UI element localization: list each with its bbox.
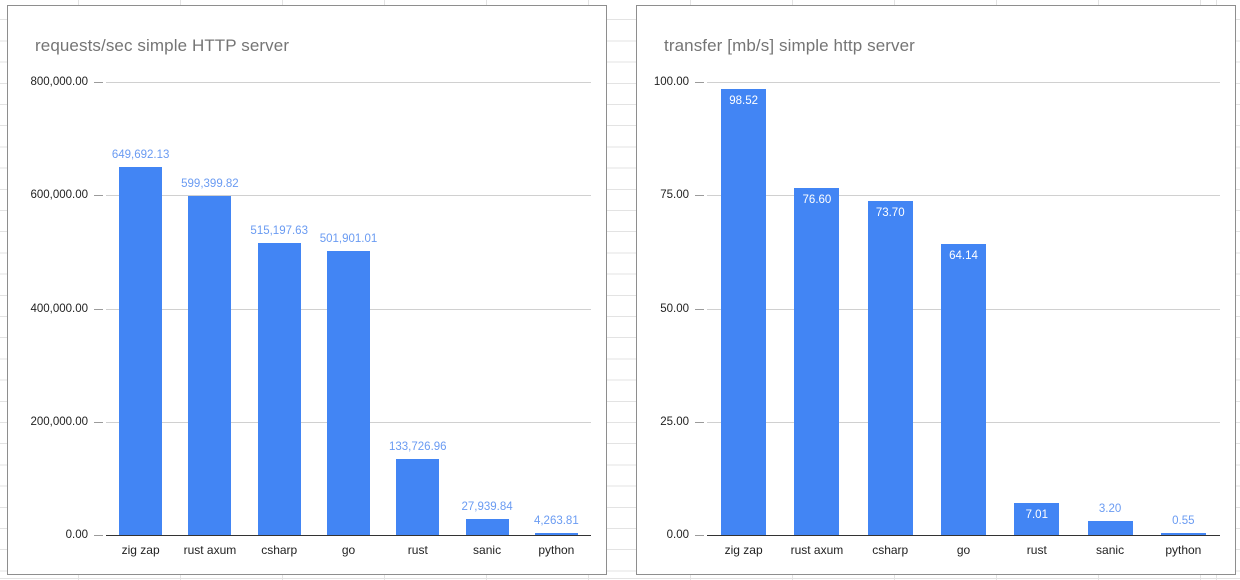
y-tick-mark <box>94 308 103 310</box>
x-axis-category-label: go <box>956 543 971 557</box>
x-axis-category-label: python <box>1165 543 1202 557</box>
chart-title: transfer [mb/s] simple http server <box>664 36 915 55</box>
bar-value-label: 501,901.01 <box>319 232 378 245</box>
x-axis-category-label: zig zap <box>724 543 763 557</box>
bar[interactable] <box>1160 532 1206 535</box>
chart-card-requests-per-sec[interactable]: requests/sec simple HTTP server 0.00 200,… <box>7 5 607 575</box>
y-tick-mark <box>695 535 704 536</box>
y-axis-tick-label: 75.00 <box>660 189 689 202</box>
x-axis-category-label: sanic <box>473 543 502 557</box>
bar-value-label: 64.14 <box>949 250 978 263</box>
y-tick-mark <box>94 535 103 536</box>
y-axis-tick-label: 800,000.00 <box>30 76 88 88</box>
bar-value-label: 4,263.81 <box>533 514 579 527</box>
bar[interactable] <box>465 519 509 535</box>
y-tick-mark <box>94 82 103 83</box>
y-gridline <box>707 82 1220 83</box>
bar[interactable] <box>867 201 913 535</box>
y-tick-mark <box>695 82 704 83</box>
bar[interactable] <box>327 250 370 535</box>
x-axis-category-label: python <box>538 543 575 557</box>
x-axis-category-label: csharp <box>261 543 298 557</box>
x-axis-category-label: sanic <box>1096 543 1125 557</box>
bar[interactable] <box>396 459 440 535</box>
bar-value-label: 76.60 <box>802 194 832 206</box>
bar-value-label: 0.55 <box>1172 514 1195 527</box>
chart-plot-area: 0.00 200,000.00 400,000.00 600,000.00 800,00… <box>8 6 606 574</box>
y-axis-tick-label: 600,000.00 <box>30 189 88 202</box>
chart-title: requests/sec simple HTTP server <box>35 36 290 55</box>
x-axis-category-label: rust axum <box>790 543 844 557</box>
bar[interactable] <box>1087 520 1133 535</box>
y-axis-tick-label: 100.00 <box>653 76 689 88</box>
y-axis-tick-label: 25.00 <box>660 415 689 428</box>
bar[interactable] <box>534 532 578 535</box>
y-axis-tick-label: 200,000.00 <box>30 415 88 428</box>
bar-value-label: 7.01 <box>1025 509 1048 522</box>
y-gridline <box>106 195 591 197</box>
x-axis-category-label: csharp <box>872 543 909 557</box>
bar-value-label: 3.20 <box>1098 502 1122 515</box>
bar-value-label: 98.52 <box>729 94 759 107</box>
y-tick-mark <box>94 195 103 197</box>
bar[interactable] <box>188 195 232 535</box>
bar[interactable] <box>1014 503 1060 535</box>
chart-card-transfer-mbs[interactable]: transfer [mb/s] simple http server 0.00 2… <box>636 5 1236 575</box>
y-axis-tick-label: 50.00 <box>660 302 689 315</box>
bar[interactable] <box>721 88 767 535</box>
y-gridline <box>106 82 591 83</box>
bar[interactable] <box>119 167 163 535</box>
bar[interactable] <box>257 243 301 535</box>
bar-value-label: 27,939.84 <box>461 501 513 514</box>
bar-value-label: 599,399.82 <box>181 177 239 190</box>
bar-value-label: 133,726.96 <box>389 441 447 454</box>
bar[interactable] <box>794 188 840 535</box>
x-axis-category-label: zig zap <box>121 543 160 557</box>
x-axis-category-label: rust <box>1026 543 1047 557</box>
y-gridline <box>707 195 1220 197</box>
y-tick-mark <box>695 421 704 423</box>
y-axis-tick-label: 0.00 <box>65 529 88 541</box>
y-tick-mark <box>695 195 704 197</box>
y-tick-mark <box>695 308 704 310</box>
x-axis-category-label: rust axum <box>183 543 237 557</box>
chart-plot-area: 0.00 25.00 50.00 75.00 100.00 98.52 zig zap 76.… <box>637 6 1235 574</box>
bar-value-label: 515,197.63 <box>250 225 308 238</box>
x-axis-baseline <box>106 535 591 536</box>
y-tick-mark <box>94 421 103 423</box>
x-axis-category-label: rust <box>407 543 428 557</box>
x-axis-category-label: go <box>341 543 356 557</box>
y-axis-tick-label: 400,000.00 <box>30 302 88 315</box>
bar[interactable] <box>941 244 986 535</box>
x-axis-baseline <box>707 535 1220 536</box>
bar-value-label: 73.70 <box>875 207 905 220</box>
bar-value-label: 649,692.13 <box>111 149 170 162</box>
y-axis-tick-label: 0.00 <box>666 529 689 541</box>
